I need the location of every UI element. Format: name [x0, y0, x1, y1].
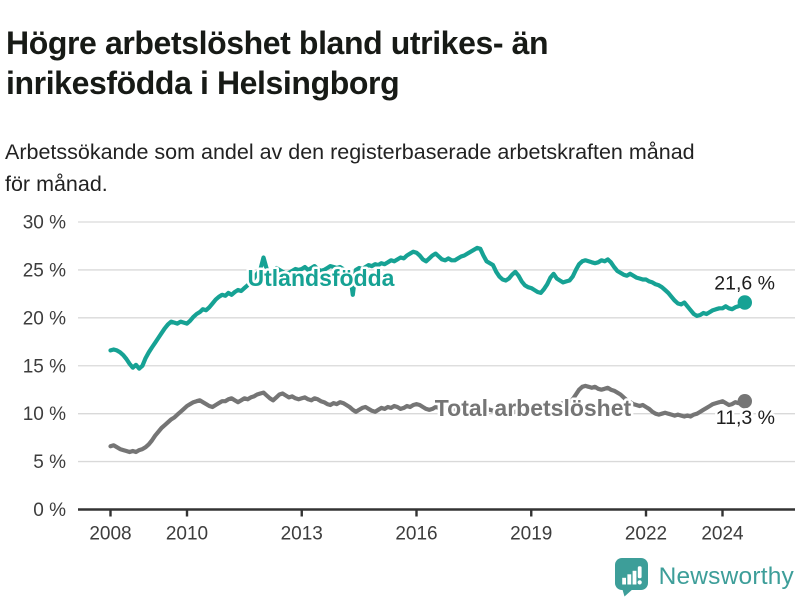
series-line-utlandsfodda — [108, 245, 747, 371]
series-label-total-arbetsloshet: Total arbetslöshet — [435, 395, 632, 421]
series-label-utlandsfodda: Utlandsfödda — [248, 265, 395, 291]
line-chart: 30 % 25 % 20 % 15 % 10 % 5 % 0 % 2008 2010 2013 20… — [23, 213, 795, 545]
newsworthy-logo: Newsworthy — [614, 557, 794, 597]
x-axis-label: 2008 — [89, 524, 131, 545]
x-axis-label: 2016 — [395, 524, 437, 545]
y-axis-label: 0 % — [33, 500, 66, 521]
chart-subtitle: Arbetssökande som andel av den registerb… — [5, 136, 795, 200]
chart-subtitle-line-1: Arbetssökande som andel av den registerb… — [5, 139, 695, 164]
bar-chart-speech-bubble-icon — [614, 558, 648, 597]
chart-title: Högre arbetslöshet bland utrikes- än inr… — [6, 23, 686, 103]
y-axis-label: 20 % — [23, 308, 66, 329]
y-axis-label: 15 % — [23, 356, 66, 377]
y-axis-label: 10 % — [23, 404, 66, 425]
chart-title-line-1: Högre arbetslöshet bland utrikes- än — [6, 25, 549, 62]
x-axis-label: 2019 — [510, 524, 552, 545]
y-axis-label: 25 % — [23, 260, 66, 281]
series-end-dot-total-arbetsloshet — [737, 394, 752, 409]
end-value-label-utlandsfodda: 21,6 % — [714, 273, 775, 295]
y-axis-label: 5 % — [33, 452, 66, 473]
x-axis-label: 2024 — [701, 524, 744, 545]
end-value-label-total-arbetsloshet: 11,3 % — [716, 407, 775, 429]
x-axis-label: 2010 — [166, 524, 208, 545]
chart-title-line-2: inrikesfödda i Helsingborg — [6, 65, 400, 102]
x-axis-label: 2013 — [281, 524, 323, 545]
chart-subtitle-line-2: för månad. — [5, 171, 108, 196]
x-axis-label: 2022 — [625, 524, 667, 545]
series-line-total-arbetsloshet — [108, 383, 747, 455]
y-axis-label: 30 % — [23, 213, 66, 234]
series-end-dot-utlandsfodda — [737, 295, 752, 310]
brand-name: Newsworthy — [658, 563, 794, 590]
